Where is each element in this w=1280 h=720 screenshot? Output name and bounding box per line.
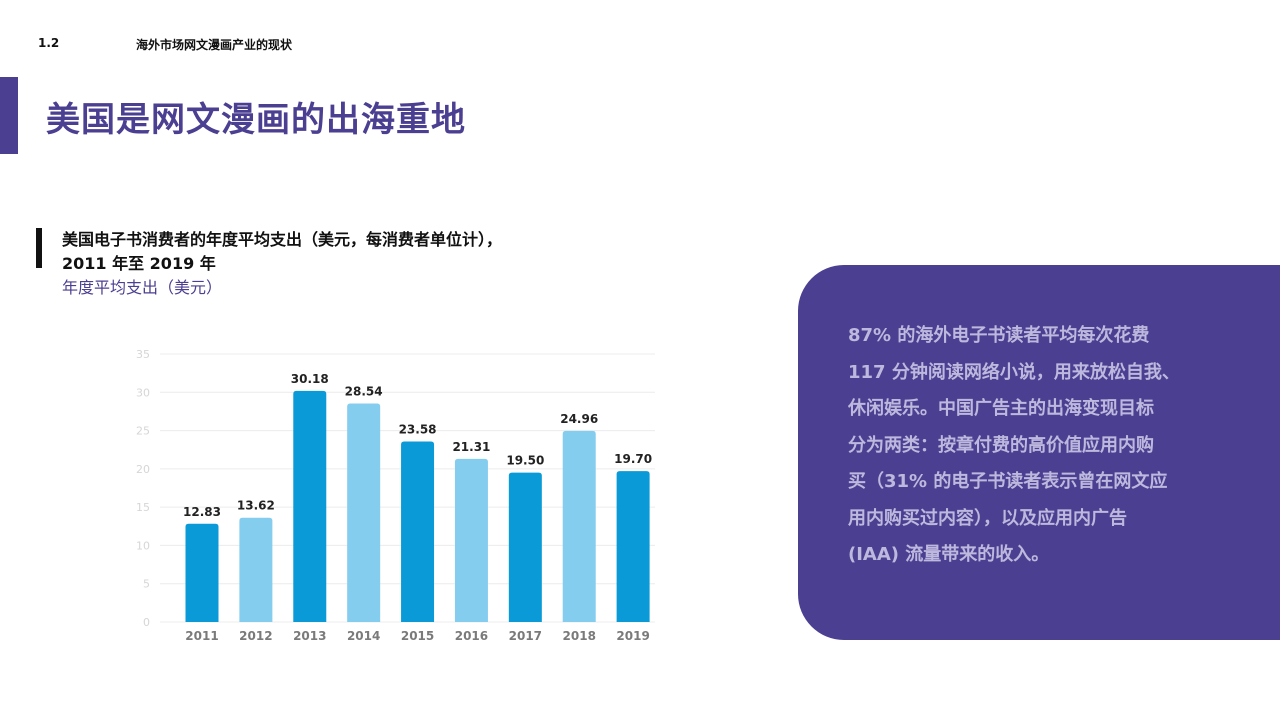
- bar-value-label: 21.31: [452, 440, 490, 454]
- y-tick-label: 10: [136, 539, 150, 552]
- bar-value-label: 19.70: [614, 452, 652, 466]
- bar-2013: [293, 390, 327, 622]
- info-line: (IAA) 流量带来的收入。: [848, 544, 1050, 565]
- x-tick-label: 2015: [401, 629, 434, 643]
- section-title: 海外市场网文漫画产业的现状: [136, 38, 293, 52]
- info-line: 分为两类：按章付费的高价值应用内购: [848, 434, 1154, 456]
- x-tick-label: 2011: [185, 629, 218, 643]
- info-line: 买（31% 的电子书读者表示曾在网文应: [848, 471, 1168, 492]
- bar-2019: [616, 471, 650, 622]
- x-tick-label: 2014: [347, 629, 380, 643]
- chart-subtitle: 年度平均支出（美元）: [62, 278, 223, 297]
- title-accent-bar: [0, 77, 18, 154]
- bar-2016: [454, 458, 488, 622]
- x-tick-label: 2018: [563, 629, 596, 643]
- bar-2012: [239, 517, 273, 622]
- y-tick-label: 0: [143, 616, 150, 629]
- y-tick-label: 35: [136, 348, 150, 361]
- info-line: 117 分钟阅读网络小说，用来放松自我、: [848, 361, 1180, 383]
- x-tick-label: 2013: [293, 629, 326, 643]
- bar-value-label: 19.50: [506, 454, 544, 468]
- page-title: 美国是网文漫画的出海重地: [46, 100, 466, 140]
- info-line: 87% 的海外电子书读者平均每次花费: [848, 325, 1150, 346]
- x-tick-label: 2017: [509, 629, 542, 643]
- bar-chart: 0 5 10 15 20 25 30 35 12.83 2011 13.62 2012 30.18 201…: [136, 348, 655, 643]
- y-tick-label: 20: [136, 463, 150, 476]
- chart-title-line1: 美国电子书消费者的年度平均支出（美元，每消费者单位计），: [62, 230, 503, 249]
- x-tick-label: 2019: [616, 629, 649, 643]
- chart-title-line2: 2011 年至 2019 年: [62, 254, 216, 273]
- bar-2011: [185, 523, 219, 622]
- info-panel: [798, 265, 1280, 640]
- bar-2014: [347, 403, 381, 622]
- x-tick-label: 2016: [455, 629, 488, 643]
- y-tick-label: 25: [136, 425, 150, 438]
- section-number: 1.2: [38, 36, 60, 50]
- bar-2015: [401, 441, 435, 622]
- y-tick-label: 5: [143, 578, 150, 591]
- chart-title-marker: [36, 228, 42, 268]
- bar-value-label: 12.83: [183, 505, 221, 519]
- bar-value-label: 30.18: [291, 372, 329, 386]
- bar-value-label: 28.54: [345, 384, 383, 398]
- x-tick-label: 2012: [239, 629, 272, 643]
- bar-value-label: 23.58: [399, 422, 437, 436]
- bar-value-label: 13.62: [237, 499, 275, 513]
- y-tick-label: 15: [136, 501, 150, 514]
- info-line: 用内购买过内容），以及应用内广告: [848, 507, 1127, 529]
- bar-value-label: 24.96: [560, 412, 598, 426]
- y-tick-label: 30: [136, 386, 150, 399]
- bar-2018: [562, 430, 596, 622]
- info-line: 休闲娱乐。中国广告主的出海变现目标: [848, 398, 1154, 419]
- bar-2017: [508, 472, 542, 622]
- info-text: 87% 的海外电子书读者平均每次花费 117 分钟阅读网络小说，用来放松自我、 休闲…: [848, 318, 1238, 574]
